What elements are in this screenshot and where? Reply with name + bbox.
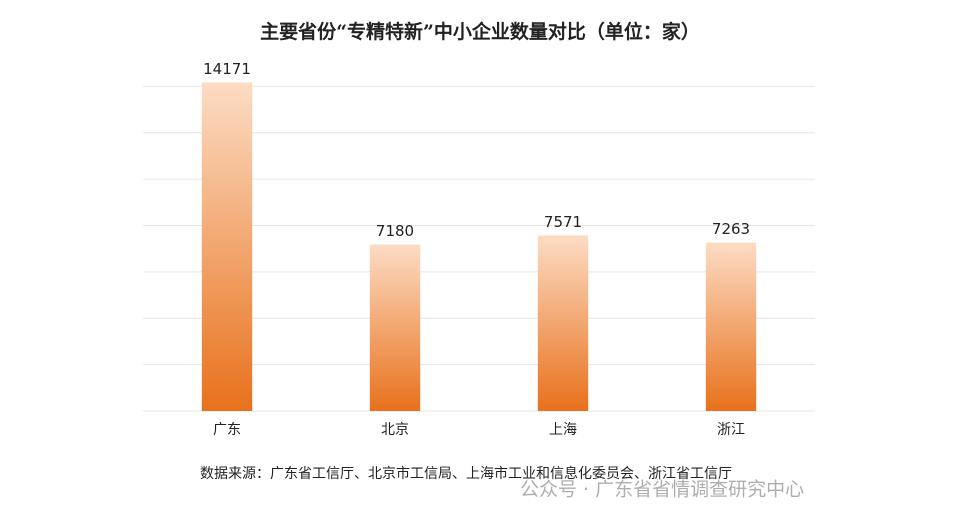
value-label: 7263: [712, 220, 750, 238]
chart-title: 主要省份“专精特新”中小企业数量对比（单位：家）: [260, 20, 700, 43]
bar: [705, 242, 757, 411]
x-tick-label: 广东: [213, 422, 241, 438]
value-label: 14171: [203, 60, 251, 78]
value-label: 7180: [376, 222, 414, 240]
source-note: 数据来源：广东省工信厅、北京市工信局、上海市工业和信息化委员会、浙江省工信厅: [200, 465, 732, 482]
watermark: 公众号 · 广东省省情调查研究中心: [520, 479, 804, 501]
bar: [201, 82, 253, 411]
bar: [369, 244, 421, 411]
x-tick-label: 北京: [381, 422, 409, 438]
x-tick-label: 浙江: [717, 422, 745, 438]
value-label: 7571: [544, 213, 582, 231]
bar: [537, 235, 589, 411]
x-tick-label: 上海: [549, 422, 577, 438]
